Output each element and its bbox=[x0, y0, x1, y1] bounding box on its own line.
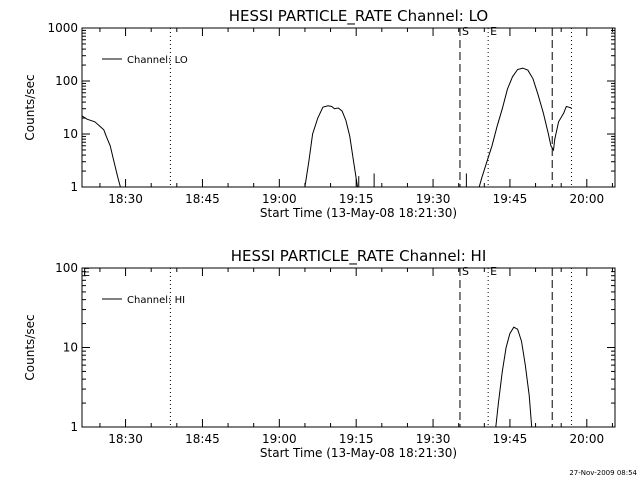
marker-label-e: E bbox=[490, 265, 497, 278]
x-tick-label: 18:45 bbox=[185, 432, 220, 446]
y-tick-label: 1 bbox=[70, 180, 78, 194]
plot-frame bbox=[81, 267, 616, 428]
x-tick-label: 19:45 bbox=[493, 192, 528, 206]
x-tick-label: 19:30 bbox=[416, 432, 451, 446]
x-tick-label: 18:30 bbox=[108, 432, 143, 446]
marker-label-e: E bbox=[490, 25, 497, 38]
y-axis-label: Counts/sec bbox=[23, 74, 37, 140]
y-tick-label: 1000 bbox=[47, 21, 78, 35]
chart-title: HESSI PARTICLE_RATE Channel: LO bbox=[229, 7, 488, 26]
x-tick-label: 18:30 bbox=[108, 192, 143, 206]
chart-title: HESSI PARTICLE_RATE Channel: HI bbox=[231, 247, 487, 266]
x-tick-label: 20:00 bbox=[570, 192, 605, 206]
x-tick-label: 19:00 bbox=[262, 432, 297, 446]
legend-entry: Channel: HI bbox=[127, 295, 185, 306]
x-tick-label: 20:00 bbox=[570, 432, 605, 446]
x-tick-label: 19:15 bbox=[339, 192, 374, 206]
y-tick-label: 100 bbox=[55, 261, 78, 275]
series-line bbox=[304, 105, 358, 188]
y-tick-label: 1 bbox=[70, 420, 78, 434]
y-tick-label: 100 bbox=[55, 74, 78, 88]
generation-timestamp: 27-Nov-2009 08:54 bbox=[569, 469, 637, 477]
hi-channel-panel: HESSI PARTICLE_RATE Channel: HI 18:30 18:4… bbox=[23, 247, 616, 460]
series-line bbox=[495, 326, 533, 428]
legend-entry: Channel: LO bbox=[127, 55, 188, 66]
y-tick-label: 10 bbox=[63, 127, 78, 141]
marker-label-s: S bbox=[462, 25, 469, 38]
x-tick-label: 19:30 bbox=[416, 192, 451, 206]
edge-label: E bbox=[83, 266, 90, 279]
x-tick-label: 19:45 bbox=[493, 432, 528, 446]
plot-frame bbox=[81, 27, 616, 188]
y-tick-label: 10 bbox=[63, 341, 78, 355]
x-tick-label: 18:45 bbox=[185, 192, 220, 206]
x-tick-label: 19:15 bbox=[339, 432, 374, 446]
y-axis-label: Counts/sec bbox=[23, 314, 37, 380]
x-axis-label: Start Time (13-May-08 18:21:30) bbox=[260, 206, 457, 220]
x-axis-label: Start Time (13-May-08 18:21:30) bbox=[260, 446, 457, 460]
series-line bbox=[478, 67, 572, 188]
lo-channel-panel: HESSI PARTICLE_RATE Channel: LO 18:30 18:4… bbox=[23, 7, 616, 220]
series-line bbox=[81, 115, 121, 188]
marker-label-s: S bbox=[462, 265, 469, 278]
x-tick-label: 19:00 bbox=[262, 192, 297, 206]
